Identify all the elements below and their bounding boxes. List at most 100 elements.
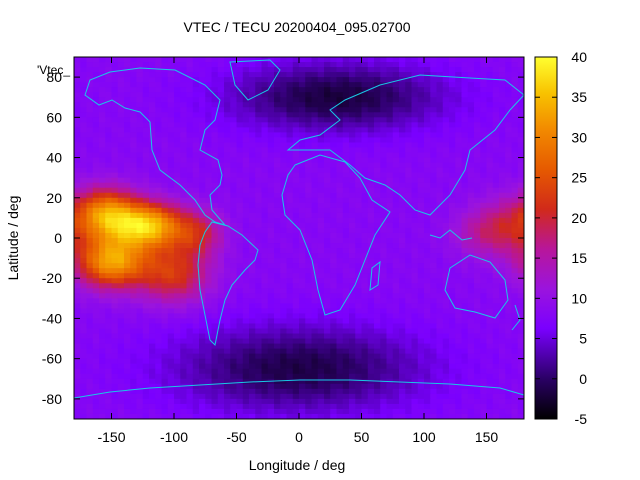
heatmap-cell bbox=[267, 308, 275, 315]
heatmap-cell bbox=[261, 348, 269, 355]
heatmap-cell bbox=[367, 348, 375, 355]
heatmap-cell bbox=[292, 127, 300, 134]
heatmap-cell bbox=[92, 112, 100, 118]
heatmap-cell bbox=[474, 152, 481, 159]
heatmap-cell bbox=[411, 338, 419, 345]
heatmap-cell bbox=[155, 333, 163, 340]
heatmap-cell bbox=[417, 232, 425, 239]
heatmap-cell bbox=[486, 172, 494, 179]
heatmap-cell bbox=[92, 258, 100, 264]
heatmap-cell bbox=[405, 77, 413, 83]
heatmap-cell bbox=[511, 343, 519, 350]
heatmap-cell bbox=[261, 187, 269, 194]
heatmap-cell bbox=[217, 283, 225, 289]
heatmap-cell bbox=[342, 142, 350, 149]
heatmap-cell bbox=[442, 182, 450, 189]
heatmap-cell bbox=[480, 293, 488, 299]
heatmap-cell bbox=[442, 197, 450, 204]
heatmap-cell bbox=[136, 72, 144, 78]
heatmap-cell bbox=[255, 263, 263, 269]
heatmap-cell bbox=[361, 177, 369, 184]
heatmap-cell bbox=[211, 243, 219, 249]
heatmap-cell bbox=[430, 62, 438, 68]
heatmap-cell bbox=[324, 117, 331, 123]
heatmap-cell bbox=[305, 393, 313, 400]
heatmap-cell bbox=[161, 318, 169, 325]
heatmap-cell bbox=[142, 72, 150, 78]
heatmap-cell bbox=[399, 253, 406, 259]
heatmap-cell bbox=[455, 152, 463, 159]
heatmap-cell bbox=[317, 288, 325, 294]
heatmap-cell bbox=[492, 288, 500, 294]
heatmap-cell bbox=[386, 253, 394, 259]
heatmap-cell bbox=[211, 67, 219, 73]
heatmap-cell bbox=[455, 92, 463, 98]
heatmap-cell bbox=[449, 202, 456, 209]
heatmap-cell bbox=[299, 388, 306, 395]
heatmap-cell bbox=[480, 67, 488, 73]
heatmap-cell bbox=[236, 172, 244, 179]
heatmap-cell bbox=[186, 197, 194, 204]
heatmap-cell bbox=[167, 338, 175, 345]
heatmap-cell bbox=[511, 177, 519, 184]
heatmap-cell bbox=[136, 303, 144, 309]
heatmap-cell bbox=[411, 293, 419, 299]
heatmap-cell bbox=[242, 57, 250, 63]
heatmap-cell bbox=[99, 122, 106, 128]
heatmap-cell bbox=[330, 57, 338, 63]
heatmap-cell bbox=[217, 303, 225, 309]
heatmap-cell bbox=[449, 268, 456, 274]
heatmap-cell bbox=[149, 92, 156, 98]
heatmap-cell bbox=[511, 107, 519, 113]
heatmap-cell bbox=[399, 157, 406, 164]
heatmap-cell bbox=[311, 338, 319, 345]
heatmap-cell bbox=[505, 152, 513, 159]
heatmap-cell bbox=[480, 343, 488, 350]
heatmap-cell bbox=[199, 202, 206, 209]
heatmap-cell bbox=[124, 62, 131, 68]
heatmap-cell bbox=[299, 102, 306, 108]
heatmap-cell bbox=[242, 157, 250, 164]
heatmap-cell bbox=[111, 238, 119, 244]
heatmap-cell bbox=[80, 388, 88, 395]
heatmap-cell bbox=[317, 308, 325, 315]
heatmap-cell bbox=[461, 107, 469, 113]
heatmap-cell bbox=[424, 398, 431, 405]
heatmap-cell bbox=[436, 182, 444, 189]
heatmap-cell bbox=[92, 273, 100, 279]
heatmap-cell bbox=[361, 243, 369, 249]
heatmap-cell bbox=[367, 258, 375, 264]
heatmap-cell bbox=[142, 102, 150, 108]
heatmap-cell bbox=[205, 338, 213, 345]
heatmap-cell bbox=[174, 328, 181, 335]
heatmap-cell bbox=[336, 222, 344, 229]
heatmap-cell bbox=[361, 268, 369, 274]
heatmap-cell bbox=[474, 142, 481, 149]
heatmap-cell bbox=[261, 202, 269, 209]
heatmap-cell bbox=[199, 92, 206, 98]
heatmap-cell bbox=[342, 343, 350, 350]
heatmap-cell bbox=[142, 258, 150, 264]
heatmap-cell bbox=[399, 182, 406, 189]
heatmap-cell bbox=[130, 358, 138, 365]
heatmap-cell bbox=[261, 238, 269, 244]
heatmap-cell bbox=[355, 137, 363, 144]
heatmap-cell bbox=[336, 273, 344, 279]
heatmap-cell bbox=[305, 353, 313, 360]
heatmap-cell bbox=[186, 167, 194, 174]
heatmap-cell bbox=[486, 268, 494, 274]
heatmap-cell bbox=[330, 82, 338, 88]
heatmap-cell bbox=[374, 217, 381, 224]
heatmap-cell bbox=[274, 333, 281, 340]
heatmap-cell bbox=[317, 393, 325, 400]
heatmap-cell bbox=[111, 177, 119, 184]
heatmap-cell bbox=[180, 283, 188, 289]
heatmap-cell bbox=[492, 353, 500, 360]
heatmap-cell bbox=[142, 248, 150, 254]
heatmap-cell bbox=[411, 248, 419, 254]
heatmap-cell bbox=[224, 318, 231, 325]
heatmap-cell bbox=[386, 388, 394, 395]
heatmap-cell bbox=[217, 383, 225, 390]
heatmap-cell bbox=[449, 288, 456, 294]
heatmap-cell bbox=[192, 67, 200, 73]
